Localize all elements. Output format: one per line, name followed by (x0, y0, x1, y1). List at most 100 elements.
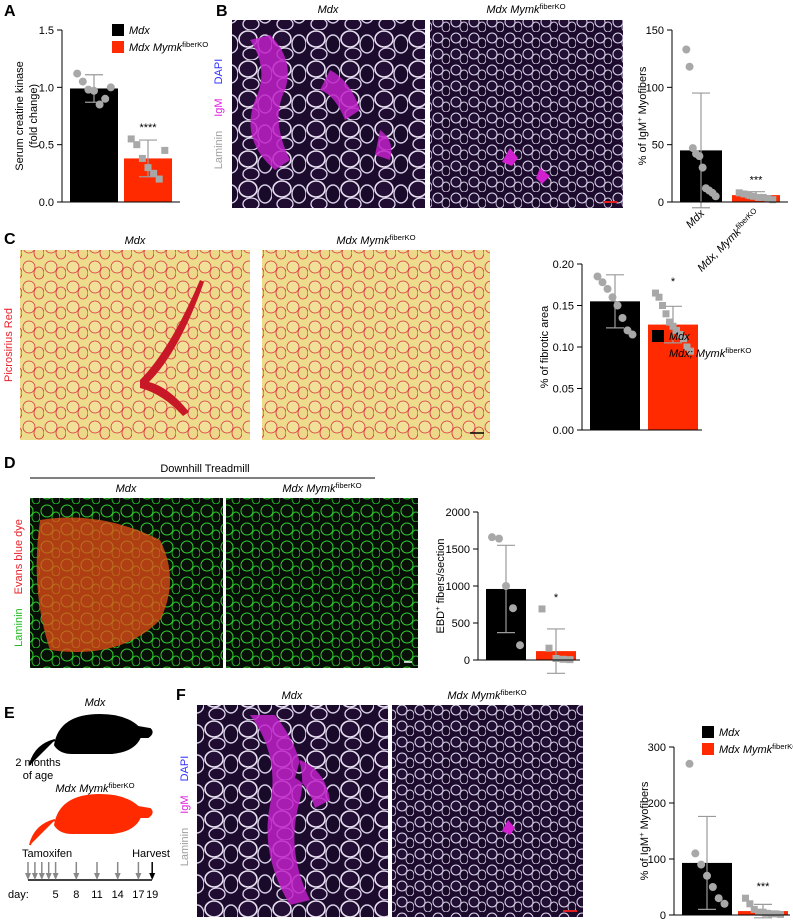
image-title: Mdx MymkfiberKO (447, 688, 526, 703)
data-point (676, 331, 684, 339)
data-point (680, 335, 687, 343)
significance: *** (750, 175, 764, 187)
y-axis-label-part: % of IgM (637, 122, 649, 165)
dose-arrow-head (73, 873, 80, 880)
panel-label: D (4, 455, 16, 472)
legend-label-sup: fiberKO (182, 40, 208, 49)
y-tick-label: 0 (660, 910, 666, 922)
data-point (682, 45, 691, 54)
data-point (559, 655, 567, 663)
data-point (768, 910, 776, 918)
data-point (708, 883, 717, 891)
data-point (720, 899, 729, 908)
image-title: Mdx (318, 4, 339, 16)
data-point (683, 343, 691, 351)
image-title-part: Mdx Mymk (486, 4, 540, 16)
image-title: Mdx MymkfiberKO (336, 233, 415, 248)
y-axis-label: % of fibrotic area (539, 305, 551, 388)
data-point (652, 289, 659, 297)
significance: **** (139, 122, 157, 134)
data-point (755, 908, 763, 916)
y-axis-label-part: Serum creatine kinase (14, 61, 26, 170)
x-tick-label-part: Mdx (684, 207, 708, 231)
x-tick-label-sup: fiberKO (733, 206, 758, 231)
image-title-part: Mdx (125, 235, 146, 247)
data-point (628, 330, 637, 339)
data-point (687, 347, 694, 355)
data-point (763, 909, 771, 917)
stain-labels: Laminin IgM DAPI (179, 756, 191, 867)
legend-label-part: Mdx (719, 727, 740, 739)
error-bar (698, 815, 716, 910)
y-axis-label: Serum creatine kinase (14, 61, 26, 170)
legend-label: Mdx (719, 727, 740, 739)
data-point (772, 910, 780, 918)
stain-label: Laminin (13, 608, 25, 647)
y-tick-label: 0.15 (553, 301, 574, 313)
image-title-sup: fiberKO (336, 481, 362, 490)
day-number: 14 (112, 889, 124, 901)
data-point (127, 135, 135, 143)
stain-labels: Laminin Evans blue dye (13, 519, 25, 647)
panel-label: A (4, 3, 16, 20)
data-point (695, 152, 704, 161)
data-point (150, 169, 158, 177)
y-axis-label-sup: + (433, 606, 442, 611)
data-point (608, 293, 617, 302)
y-tick-label: 2000 (446, 507, 470, 519)
data-point (754, 193, 762, 201)
x-tick-label: Mdx (684, 207, 708, 231)
dose-arrow-head (25, 873, 31, 880)
data-point (750, 192, 758, 200)
legend-swatch (652, 347, 664, 359)
panel-label: F (176, 687, 186, 704)
data-point (691, 849, 700, 858)
micrograph (226, 498, 418, 668)
data-point (703, 871, 711, 880)
dose-arrow-head (114, 873, 121, 880)
y-tick-label: 50 (652, 140, 664, 152)
stain-labels: Laminin IgM DAPI (213, 59, 225, 170)
data-point (669, 322, 677, 330)
stain-label: Laminin (213, 131, 225, 170)
strain-label-part: Mdx Mymk (55, 783, 109, 795)
legend-label-sup: fiberKO (725, 346, 751, 355)
data-point (495, 534, 503, 543)
data-point (502, 582, 510, 590)
y-axis-label: EBD+ fibers/section (433, 539, 448, 634)
stain-label: Picrosirius Red (3, 308, 15, 382)
dose-arrow-head (45, 873, 52, 880)
y-tick-label: 0 (464, 655, 470, 667)
legend-label-part: Mdx (129, 25, 150, 37)
error-bar (606, 274, 624, 329)
day-label: day: (8, 889, 29, 901)
legend-label: Mdx MymkfiberKO (129, 40, 208, 55)
micrograph (430, 20, 623, 208)
data-point (144, 164, 152, 172)
image-title-part: Mdx (116, 483, 137, 495)
dose-arrow-head (31, 873, 38, 880)
image-title-sup: fiberKO (390, 233, 416, 242)
y-axis-label-part: % of fibrotic area (539, 305, 551, 388)
y-tick-label: 1.5 (39, 25, 54, 37)
y-tick-label: 1000 (446, 581, 470, 593)
data-point (552, 655, 560, 663)
day-number: 19 (146, 889, 158, 901)
stain-label: DAPI (179, 756, 191, 782)
y-tick-label: 100 (646, 82, 664, 94)
legend-swatch (112, 41, 124, 53)
mouse-icon (29, 793, 153, 846)
data-point (545, 644, 553, 652)
age-label: 2 months (15, 757, 61, 769)
stain-label: IgM (179, 795, 191, 813)
y-tick-label: 100 (648, 854, 666, 866)
mouse-icon (29, 713, 153, 766)
legend-label: Mdx MymkfiberKO (719, 742, 793, 757)
data-point (714, 894, 723, 903)
y-tick-label: 0.5 (39, 140, 54, 152)
data-point (138, 154, 146, 162)
data-point (538, 605, 546, 613)
data-point (603, 284, 612, 293)
day-number: 17 (132, 889, 144, 901)
dose-arrow-head (149, 873, 156, 880)
